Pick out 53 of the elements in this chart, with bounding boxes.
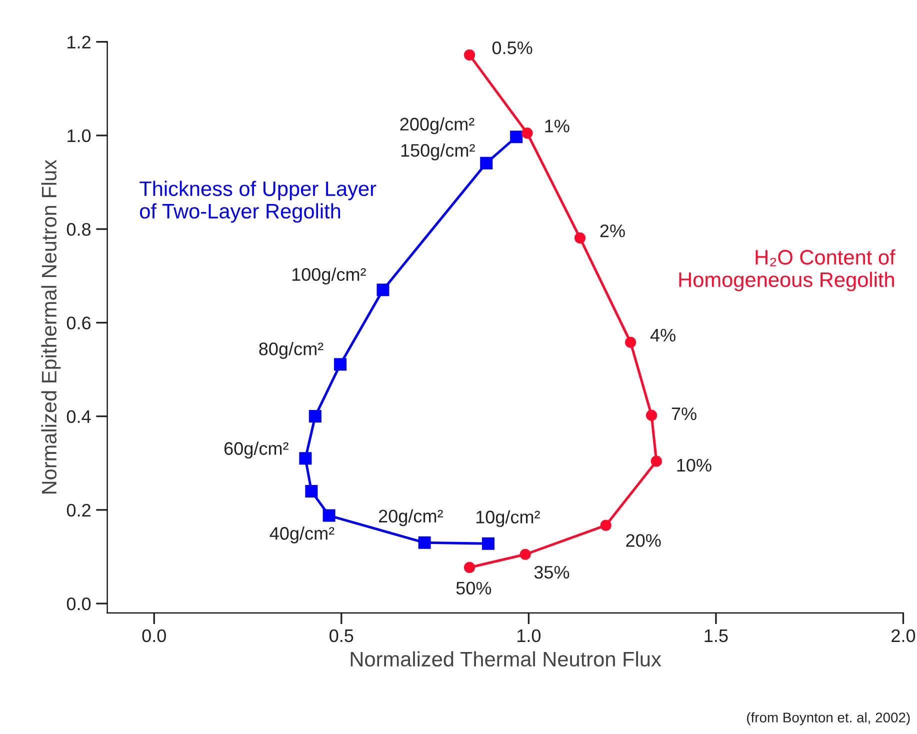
- x-tick-label: 0.5: [330, 629, 354, 642]
- point: [464, 49, 476, 60]
- point: [376, 284, 390, 296]
- annotation: 80g/cm²: [259, 342, 324, 359]
- annotation: 0.5%: [492, 41, 532, 54]
- y-tick-label: 1.0: [68, 129, 91, 142]
- y-tick-label: 0.4: [66, 410, 91, 424]
- y-tick-label: 0.8: [66, 223, 91, 236]
- point: [574, 232, 586, 244]
- x-axis-title: Normalized Thermal Neutron Flux: [350, 651, 662, 667]
- x-tick-label: 2.0: [892, 629, 916, 642]
- annotation: 150g/cm²: [401, 144, 475, 160]
- x-tick-label: 1.0: [518, 629, 541, 642]
- annotation: 200g/cm²: [400, 117, 474, 134]
- y-tick-label: 0.2: [66, 504, 90, 517]
- annotation: 40g/cm²: [270, 526, 334, 544]
- point: [305, 484, 318, 498]
- point: [334, 358, 347, 371]
- point: [522, 128, 533, 139]
- annotation: 1%: [545, 120, 570, 132]
- annotation: 4%: [650, 328, 676, 342]
- text: H₂O Content of Homogeneous Regolith: [679, 249, 896, 292]
- point: [520, 548, 531, 560]
- annotation: 2%: [600, 224, 625, 238]
- point: [650, 456, 662, 467]
- annotation: 7%: [672, 408, 696, 420]
- text: (from Boynton et. al, 2002): [747, 712, 910, 726]
- y-tick-label: 1.2: [68, 36, 90, 48]
- annotation: 20%: [626, 534, 661, 547]
- annotation: 10g/cm²: [476, 510, 540, 528]
- point: [646, 410, 658, 421]
- annotation: 20g/cm²: [378, 509, 443, 526]
- y-tick-label: 0.0: [66, 597, 91, 610]
- y-tick-label: 0.6: [66, 316, 91, 330]
- point: [625, 336, 636, 348]
- point: [308, 410, 322, 423]
- text: Thickness of Upper Layer of Two-Layer Regolith: [140, 180, 376, 223]
- annotation: 50%: [456, 582, 492, 595]
- point: [482, 537, 494, 550]
- annotation: 100g/cm²: [292, 268, 366, 284]
- annotation: 10%: [677, 458, 712, 472]
- point: [480, 156, 493, 170]
- point: [418, 536, 431, 549]
- point: [464, 562, 476, 574]
- annotation: 35%: [534, 566, 570, 579]
- point: [600, 520, 612, 531]
- annotation: 60g/cm²: [224, 442, 288, 459]
- x-tick-label: 0.0: [142, 629, 166, 642]
- point: [510, 130, 523, 144]
- point: [299, 452, 312, 465]
- x-tick-label: 1.5: [704, 630, 728, 642]
- y-axis-title: Normalized Epithermal Neutron Flux: [41, 160, 61, 494]
- point: [322, 509, 336, 522]
